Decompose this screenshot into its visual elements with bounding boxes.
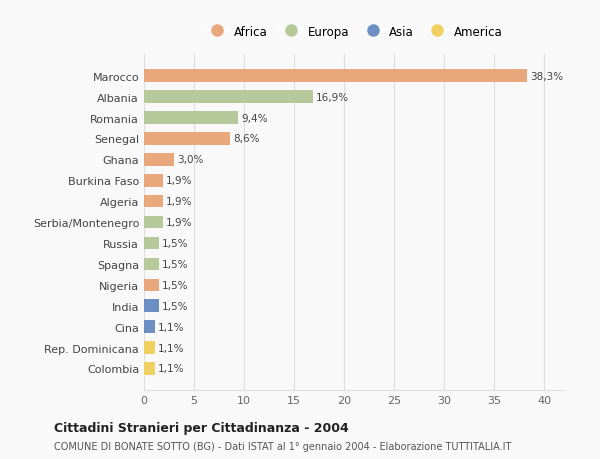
Text: 38,3%: 38,3% (530, 72, 563, 82)
Bar (144, 300, 159, 312)
Text: 16,9%: 16,9% (316, 92, 349, 102)
Bar (144, 237, 159, 250)
Text: 3,0%: 3,0% (177, 155, 203, 165)
Text: COMUNE DI BONATE SOTTO (BG) - Dati ISTAT al 1° gennaio 2004 - Elaborazione TUTTI: COMUNE DI BONATE SOTTO (BG) - Dati ISTAT… (54, 441, 511, 451)
Bar (144, 196, 163, 208)
Bar (144, 154, 174, 166)
Text: 1,5%: 1,5% (162, 259, 188, 269)
Text: 1,1%: 1,1% (158, 322, 185, 332)
Text: 1,9%: 1,9% (166, 218, 193, 228)
Text: 9,4%: 9,4% (241, 113, 268, 123)
Bar (144, 279, 159, 291)
Bar (144, 174, 163, 187)
Bar (144, 112, 238, 124)
Text: 1,1%: 1,1% (158, 343, 185, 353)
Text: 1,9%: 1,9% (166, 197, 193, 207)
Text: 1,9%: 1,9% (166, 176, 193, 186)
Bar (144, 321, 155, 333)
Bar (144, 70, 527, 83)
Text: 1,5%: 1,5% (162, 239, 188, 248)
Bar (144, 133, 230, 146)
Bar (144, 216, 163, 229)
Text: 1,5%: 1,5% (162, 301, 188, 311)
Legend: Africa, Europa, Asia, America: Africa, Europa, Asia, America (200, 21, 508, 43)
Text: 1,5%: 1,5% (162, 280, 188, 290)
Bar (144, 91, 313, 104)
Text: Cittadini Stranieri per Cittadinanza - 2004: Cittadini Stranieri per Cittadinanza - 2… (54, 421, 349, 434)
Bar (144, 341, 155, 354)
Text: 1,1%: 1,1% (158, 364, 185, 374)
Bar (144, 258, 159, 271)
Text: 8,6%: 8,6% (233, 134, 260, 144)
Bar (144, 363, 155, 375)
